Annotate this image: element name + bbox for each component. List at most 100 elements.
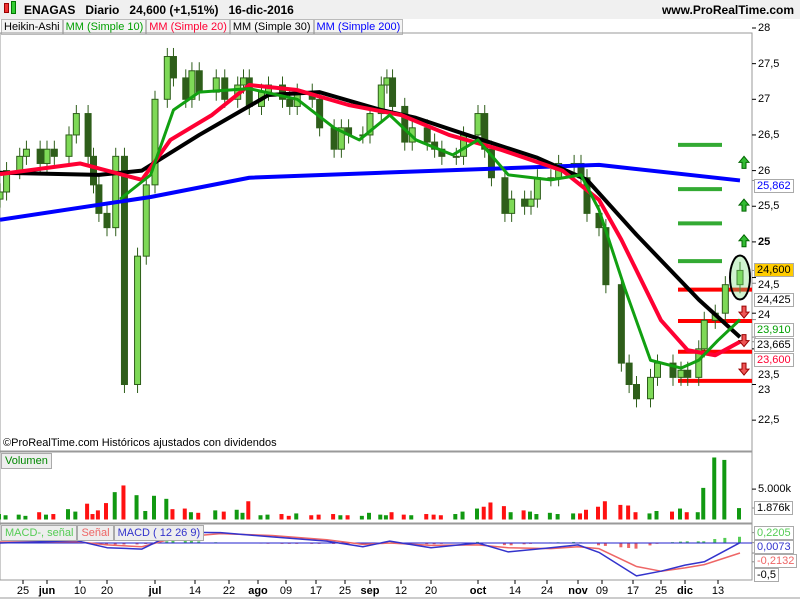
price-tick-label: 27,5 — [758, 57, 780, 70]
candle — [95, 184, 103, 214]
volume-bar — [528, 511, 532, 520]
candle — [84, 113, 92, 157]
price-value-label: 25,862 — [754, 178, 794, 193]
macd-histogram-bar — [713, 539, 717, 543]
candle — [377, 84, 385, 115]
macd-histogram-bar — [425, 543, 429, 545]
volume-bar — [481, 506, 486, 520]
volume-bar — [331, 514, 336, 520]
macd-histogram-bar — [105, 543, 108, 545]
volume-label[interactable]: Volumen — [1, 453, 52, 469]
legend-ma30[interactable]: MM (Simple 30) — [229, 19, 314, 35]
candle — [654, 362, 661, 378]
volume-bar — [316, 514, 321, 520]
volume-bar — [309, 515, 314, 520]
legend-ma20[interactable]: MM (Simple 20) — [146, 19, 230, 35]
date-tick-label: 12 — [395, 585, 407, 597]
candle — [474, 113, 482, 136]
volume-bar — [73, 511, 78, 520]
price-value-label: 24,600 — [754, 263, 794, 278]
candle — [245, 77, 253, 107]
macd-legend-hist[interactable]: MACD-, señal — [1, 525, 78, 541]
volume-bar — [453, 514, 458, 520]
date-tick-label: 25 — [655, 585, 667, 597]
volume-bar — [286, 515, 291, 520]
price-tick-label: 26,5 — [758, 128, 780, 141]
candle — [65, 134, 73, 157]
volume-bar — [578, 513, 582, 520]
copyright-note: ©ProRealTime.com Históricos ajustados co… — [3, 437, 277, 449]
macd-histogram-bar — [113, 543, 117, 545]
volume-bar — [695, 512, 700, 520]
date-tick-label: 20 — [425, 585, 437, 597]
macd-histogram-bar — [702, 541, 706, 543]
macd-histogram-bar — [696, 541, 700, 543]
macd-histogram-bar — [522, 543, 526, 545]
price-value-label: 24,425 — [754, 293, 794, 308]
candle — [221, 77, 229, 100]
volume-bar — [221, 511, 226, 520]
date-tick-label: jul — [148, 585, 162, 597]
candle — [508, 198, 516, 214]
volume-bar — [571, 513, 576, 520]
candle — [527, 198, 535, 207]
macd-histogram-bar — [619, 543, 623, 548]
macd-histogram-bar — [685, 541, 689, 543]
volume-bar — [654, 510, 659, 520]
legend-ma200[interactable]: MM (Simple 200) — [313, 19, 404, 35]
candle — [72, 113, 80, 136]
candle — [736, 269, 744, 286]
macd-histogram-bar — [432, 543, 436, 545]
candle — [721, 284, 729, 314]
volume-bar — [424, 514, 429, 520]
date-tick-label: 09 — [596, 585, 608, 597]
highlight-ellipse — [729, 254, 751, 301]
macd-histogram-bar — [502, 543, 506, 546]
legend-ma10[interactable]: MM (Simple 10) — [62, 19, 147, 35]
volume-bar — [701, 487, 706, 520]
volume-bar — [90, 514, 95, 520]
price-tick-label: 26 — [758, 164, 771, 177]
candle — [240, 77, 247, 86]
site-link[interactable]: www.ProRealTime.com — [661, 3, 794, 17]
price-tick-label: 23 — [758, 384, 771, 397]
candle — [677, 369, 685, 378]
candle — [50, 148, 58, 157]
date-tick-label: 22 — [223, 585, 235, 597]
candle — [389, 77, 397, 107]
title-bar: ENAGAS Diario 24,600 (+1,51%) 16-dic-201… — [0, 0, 800, 19]
volume-bar — [338, 515, 343, 520]
macd-value-label: 0,2205 — [754, 525, 794, 540]
macd-legend-signal[interactable]: Señal — [77, 525, 114, 541]
candle — [521, 198, 529, 207]
volume-bar — [684, 512, 689, 520]
volume-bar — [234, 509, 239, 520]
volume-bar — [508, 512, 513, 520]
date-tick-label: 25 — [339, 585, 351, 597]
volume-bar — [633, 512, 638, 520]
candle — [142, 184, 150, 257]
candle — [120, 155, 128, 385]
volume-bar — [95, 510, 100, 520]
volume-bar — [279, 514, 284, 520]
candle — [423, 127, 431, 143]
volume-bar — [345, 515, 350, 520]
macd-histogram-bar — [171, 540, 175, 543]
volume-bar — [37, 512, 42, 520]
price-tick-label: 25 — [758, 235, 771, 248]
macd-histogram-bar — [627, 543, 631, 548]
legend-heikin-ashi[interactable]: Heikin-Ashi — [1, 19, 63, 35]
macd-legend-macd[interactable]: MACD ( 12 26 9) — [113, 525, 205, 541]
candle — [383, 77, 391, 86]
volume-bar — [678, 508, 682, 520]
candle — [286, 98, 294, 107]
volume-bar — [23, 515, 28, 520]
macd-value-label: 0,0073 — [754, 539, 794, 554]
indicator-legend: Heikin-Ashi MM (Simple 10) MM (Simple 20… — [1, 19, 404, 35]
volume-bar — [258, 515, 263, 520]
price-value-label: 23,910 — [754, 323, 794, 338]
macd-histogram-bar — [634, 543, 638, 549]
volume-bar — [488, 502, 493, 520]
macd-histogram-bar — [648, 543, 652, 546]
